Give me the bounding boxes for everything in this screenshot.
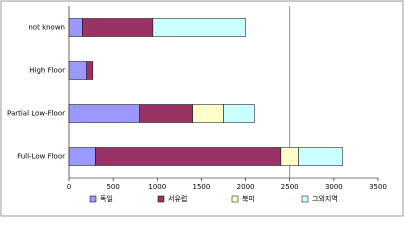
bar-segment xyxy=(223,104,255,123)
x-tick-label: 2000 xyxy=(237,183,255,191)
bar-segment xyxy=(68,18,83,37)
bar-segment xyxy=(152,18,246,37)
x-tick-label: 500 xyxy=(106,183,119,191)
legend-swatch xyxy=(157,195,165,203)
y-tick-label: Full-Low Floor xyxy=(17,153,65,161)
bar-segment xyxy=(68,104,140,123)
bar-segment xyxy=(86,61,94,80)
bar-segment xyxy=(192,104,224,123)
legend-swatch xyxy=(301,195,309,203)
x-tick-label: 1500 xyxy=(193,183,211,191)
legend-label: 서유럽 xyxy=(168,194,187,203)
legend-swatch xyxy=(89,195,97,203)
x-tick-label: 3500 xyxy=(369,183,387,191)
bar-segment xyxy=(68,61,87,80)
legend-label: 북미 xyxy=(242,194,255,203)
bar-segment xyxy=(139,104,193,123)
bar-segment xyxy=(81,18,154,37)
legend-swatch xyxy=(231,195,239,203)
bar-segment xyxy=(68,147,96,166)
bar-segment xyxy=(298,147,343,166)
bar-segment xyxy=(280,147,299,166)
page: {"chart_data": {"type": "bar", "orientat… xyxy=(0,0,404,217)
bar-segment xyxy=(95,147,282,166)
x-tick-label: 3000 xyxy=(325,183,343,191)
y-tick-label: Partial Low-Floor xyxy=(7,110,65,118)
x-tick-label: 2500 xyxy=(281,183,299,191)
y-tick-label: not known xyxy=(28,24,65,32)
legend-label: 독일 xyxy=(100,194,113,203)
y-tick-label: High Floor xyxy=(29,67,65,75)
x-tick-label: 1000 xyxy=(148,183,166,191)
chart: 0 500 1000 1500 2000 2500 3000 3500 not known Hig… xyxy=(0,0,404,217)
x-tick-label: 0 xyxy=(67,183,71,191)
legend-label: 그외지역 xyxy=(312,194,338,203)
